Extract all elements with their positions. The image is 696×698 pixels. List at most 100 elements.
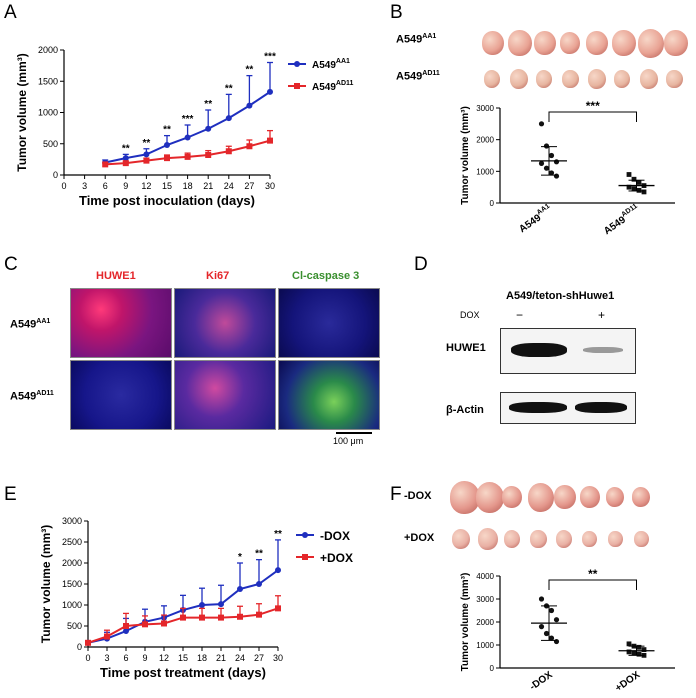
tumor-photo: [450, 481, 480, 514]
data-point: [543, 143, 550, 149]
y-tick-label: 1500: [62, 579, 82, 589]
data-point: [626, 184, 632, 190]
panel-c-immunofluorescence: HUWE1 Ki67 Cl-caspase 3 A549AA1 A549AD11…: [0, 262, 380, 452]
data-point: [256, 611, 262, 618]
data-point: [184, 153, 191, 160]
x-tick-label: 21: [216, 653, 226, 663]
data-point: [218, 601, 224, 608]
legend-marker: [302, 532, 308, 538]
significance-label: ***: [182, 114, 194, 125]
y-tick-label: 0: [490, 664, 495, 673]
data-point: [636, 644, 642, 650]
y-tick-label: 1000: [476, 641, 494, 650]
data-point: [631, 176, 637, 182]
panel-letter-a: A: [4, 2, 17, 23]
data-point: [205, 152, 212, 158]
row-label-aa1: A549AA1: [396, 33, 437, 46]
tumor-photo: [504, 530, 520, 548]
if-image-ad11-ki67: [174, 360, 276, 430]
significance-label: ***: [586, 99, 600, 113]
data-point: [553, 617, 560, 623]
col-label-cl-caspase3: Cl-caspase 3: [292, 270, 360, 282]
x-tick-label: 3: [82, 181, 87, 191]
data-point: [143, 151, 150, 158]
legend-label: +DOX: [320, 551, 353, 565]
data-point: [631, 650, 637, 656]
y-tick-label: 0: [490, 199, 495, 208]
blot-actin: [500, 392, 636, 424]
data-point: [237, 586, 243, 593]
legend-marker: [294, 83, 300, 89]
data-point: [161, 620, 167, 627]
tumor-photo: [476, 482, 504, 513]
band-actin-minus: [509, 402, 567, 413]
significance-bracket: [548, 111, 637, 122]
data-point: [102, 161, 109, 168]
tumor-photo: [554, 485, 576, 510]
y-axis-title: Tumor volume (mm³): [460, 106, 471, 205]
panel-letter-b: B: [390, 2, 403, 23]
y-tick-label: 1000: [38, 108, 58, 118]
significance-label: **: [246, 65, 254, 76]
scale-bar: [336, 432, 372, 434]
data-point: [267, 88, 273, 95]
x-tick-label: 3: [104, 653, 109, 663]
tumor-photo: [508, 30, 532, 57]
x-tick-label: 18: [197, 653, 207, 663]
row-label-ad11: A549AD11: [10, 390, 54, 403]
y-tick-label: 3000: [476, 104, 494, 113]
lane-minus: −: [516, 308, 524, 322]
tumor-photo: [510, 69, 528, 89]
lane-plus: +: [598, 308, 606, 322]
x-axis-title: Time post treatment (days): [100, 665, 266, 680]
y-tick-label: 500: [67, 621, 82, 631]
tumor-photo: [484, 70, 500, 88]
data-point: [553, 173, 560, 179]
blot-title: A549/teton-shHuwe1: [506, 290, 615, 302]
data-point: [543, 165, 550, 171]
data-point: [636, 187, 642, 193]
data-point: [122, 160, 129, 167]
tumor-photo: [530, 529, 547, 549]
data-point: [246, 143, 253, 150]
data-point: [538, 160, 545, 167]
y-tick-label: 3000: [62, 516, 82, 526]
panel-a-line-chart: 0 500 1000 1500 2000 0 3 6 9 12 15 18 21 24 27 30 Time p…: [15, 45, 354, 208]
data-point: [199, 602, 205, 608]
data-point: [275, 567, 281, 574]
band-huwe1-plus: [583, 347, 623, 353]
if-image-ad11-huwe1: [70, 360, 172, 430]
category-label: A549AD11: [601, 203, 642, 237]
row-label-minus-dox: -DOX: [404, 490, 432, 502]
if-image-aa1-caspase: [278, 288, 380, 358]
x-tick-label: 6: [123, 653, 128, 663]
x-tick-label: 18: [183, 181, 193, 191]
panel-d-western-blot: A549/teton-shHuwe1 DOX − + HUWE1 β-Actin: [440, 262, 690, 452]
tumor-photo: [666, 69, 683, 89]
panel-letter-e: E: [4, 484, 17, 505]
data-point: [218, 614, 224, 621]
data-point: [123, 628, 129, 635]
y-axis-title: Tumor volume (mm³): [15, 53, 29, 171]
y-tick-label: 1500: [38, 76, 58, 86]
panel-letter-c: C: [4, 254, 18, 275]
row-label-aa1: A549AA1: [10, 318, 51, 331]
y-tick-label: 2000: [38, 45, 58, 55]
tumor-photo: [614, 70, 630, 88]
data-point: [164, 142, 170, 148]
col-label-ki67: Ki67: [206, 270, 230, 282]
tumor-photo: [586, 31, 608, 56]
data-point: [538, 121, 545, 127]
row-label-ad11: A549AD11: [396, 70, 440, 83]
x-tick-label: 27: [244, 181, 254, 191]
x-tick-label: 12: [159, 653, 169, 663]
data-point: [164, 155, 170, 162]
data-point: [142, 621, 148, 628]
category-label: A549AA1: [516, 203, 555, 235]
data-point: [626, 641, 632, 647]
significance-label: **: [274, 529, 282, 540]
legend-label: A549AA1: [312, 58, 350, 71]
y-axis-title: Tumor volume (mm³): [460, 573, 471, 672]
significance-bracket: [548, 579, 637, 590]
tumor-photo: [478, 528, 498, 550]
